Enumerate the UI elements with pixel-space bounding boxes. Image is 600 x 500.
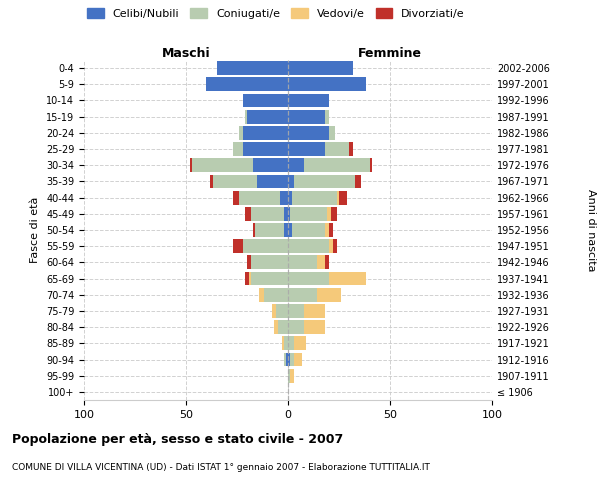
Text: Anni di nascita: Anni di nascita bbox=[586, 188, 596, 271]
Bar bbox=[288, 240, 329, 253]
Legend: Celibi/Nubili, Coniugati/e, Vedovi/e, Divorziati/e: Celibi/Nubili, Coniugati/e, Vedovi/e, Di… bbox=[87, 8, 465, 19]
Bar bbox=[288, 320, 304, 334]
Bar bbox=[276, 304, 288, 318]
Bar bbox=[245, 272, 249, 285]
Bar bbox=[212, 174, 257, 188]
Bar bbox=[257, 174, 288, 188]
Bar bbox=[288, 223, 292, 237]
Bar bbox=[325, 110, 329, 124]
Bar bbox=[288, 78, 365, 91]
Bar bbox=[278, 320, 288, 334]
Bar bbox=[280, 190, 288, 204]
Bar bbox=[206, 78, 288, 91]
Bar bbox=[245, 110, 247, 124]
Bar bbox=[317, 288, 341, 302]
Bar bbox=[329, 223, 333, 237]
Text: Femmine: Femmine bbox=[358, 47, 422, 60]
Bar bbox=[288, 272, 329, 285]
Bar bbox=[251, 207, 284, 220]
Bar bbox=[355, 174, 361, 188]
Bar bbox=[329, 272, 365, 285]
Bar bbox=[217, 61, 288, 75]
Bar bbox=[337, 190, 339, 204]
Bar bbox=[243, 142, 288, 156]
Bar bbox=[253, 223, 256, 237]
Bar bbox=[329, 126, 335, 140]
Bar bbox=[288, 190, 292, 204]
Bar bbox=[282, 336, 284, 350]
Bar bbox=[339, 190, 347, 204]
Bar bbox=[243, 94, 288, 108]
Bar bbox=[290, 352, 294, 366]
Bar bbox=[288, 207, 290, 220]
Bar bbox=[274, 320, 278, 334]
Bar bbox=[292, 190, 337, 204]
Bar bbox=[288, 174, 294, 188]
Bar bbox=[288, 288, 317, 302]
Bar bbox=[284, 352, 286, 366]
Bar bbox=[233, 240, 243, 253]
Bar bbox=[284, 336, 288, 350]
Bar bbox=[233, 190, 239, 204]
Bar bbox=[288, 61, 353, 75]
Bar bbox=[290, 369, 294, 382]
Bar bbox=[325, 223, 329, 237]
Bar bbox=[243, 126, 288, 140]
Bar bbox=[288, 158, 304, 172]
Bar bbox=[294, 352, 302, 366]
Text: Maschi: Maschi bbox=[161, 47, 211, 60]
Bar bbox=[304, 304, 325, 318]
Bar bbox=[288, 126, 329, 140]
Bar bbox=[325, 256, 329, 270]
Bar bbox=[292, 223, 325, 237]
Text: COMUNE DI VILLA VICENTINA (UD) - Dati ISTAT 1° gennaio 2007 - Elaborazione TUTTI: COMUNE DI VILLA VICENTINA (UD) - Dati IS… bbox=[12, 462, 430, 471]
Bar bbox=[304, 320, 325, 334]
Bar bbox=[288, 142, 325, 156]
Bar bbox=[239, 190, 280, 204]
Text: Popolazione per età, sesso e stato civile - 2007: Popolazione per età, sesso e stato civil… bbox=[12, 432, 343, 446]
Bar bbox=[288, 94, 329, 108]
Bar bbox=[325, 142, 349, 156]
Bar bbox=[243, 240, 288, 253]
Bar bbox=[288, 369, 290, 382]
Bar bbox=[304, 158, 370, 172]
Bar bbox=[294, 174, 355, 188]
Bar bbox=[249, 272, 251, 285]
Bar bbox=[290, 207, 327, 220]
Bar bbox=[259, 288, 263, 302]
Bar bbox=[333, 240, 337, 253]
Bar bbox=[233, 142, 243, 156]
Bar bbox=[331, 207, 337, 220]
Bar bbox=[256, 223, 284, 237]
Bar bbox=[253, 158, 288, 172]
Bar bbox=[284, 207, 288, 220]
Y-axis label: Fasce di età: Fasce di età bbox=[31, 197, 40, 263]
Bar bbox=[247, 256, 251, 270]
Bar bbox=[329, 240, 333, 253]
Bar bbox=[327, 207, 331, 220]
Bar bbox=[288, 110, 325, 124]
Bar bbox=[211, 174, 212, 188]
Bar bbox=[251, 256, 288, 270]
Bar bbox=[192, 158, 253, 172]
Bar bbox=[288, 256, 317, 270]
Bar bbox=[288, 304, 304, 318]
Bar bbox=[286, 352, 288, 366]
Bar bbox=[251, 272, 288, 285]
Bar bbox=[263, 288, 288, 302]
Bar bbox=[370, 158, 371, 172]
Bar bbox=[239, 126, 243, 140]
Bar bbox=[272, 304, 276, 318]
Bar bbox=[288, 352, 290, 366]
Bar bbox=[245, 207, 251, 220]
Bar bbox=[190, 158, 192, 172]
Bar bbox=[284, 223, 288, 237]
Bar bbox=[294, 336, 307, 350]
Bar bbox=[247, 110, 288, 124]
Bar bbox=[288, 336, 294, 350]
Bar bbox=[349, 142, 353, 156]
Bar bbox=[317, 256, 325, 270]
